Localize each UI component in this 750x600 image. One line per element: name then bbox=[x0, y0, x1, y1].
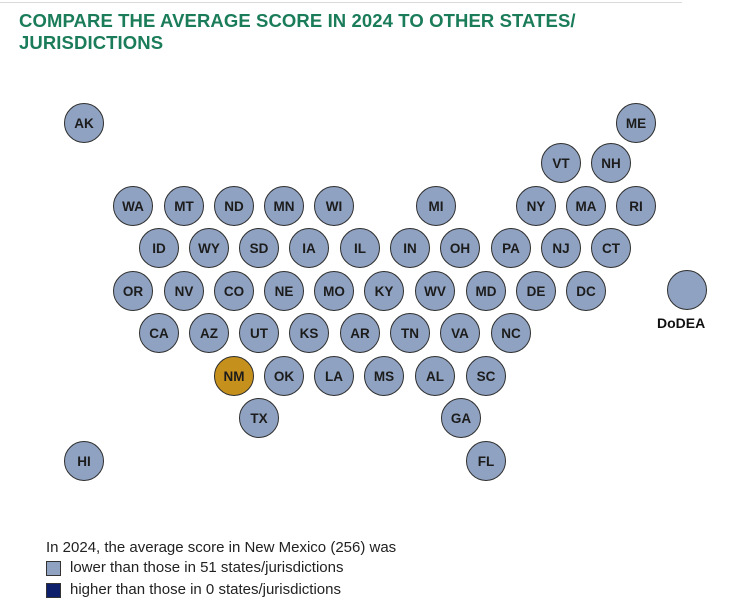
state-tile-nj: NJ bbox=[541, 228, 581, 268]
state-tile-ky: KY bbox=[364, 271, 404, 311]
state-tile-or: OR bbox=[113, 271, 153, 311]
state-tile-ri: RI bbox=[616, 186, 656, 226]
state-tile-ny: NY bbox=[516, 186, 556, 226]
dodea-label: DoDEA bbox=[657, 315, 706, 331]
state-tile-dc: DC bbox=[566, 271, 606, 311]
legend-swatch-higher bbox=[46, 582, 61, 598]
state-tile-tx: TX bbox=[239, 398, 279, 438]
state-tile-ga: GA bbox=[441, 398, 481, 438]
state-tile-ks: KS bbox=[289, 313, 329, 353]
state-tile-ne: NE bbox=[264, 271, 304, 311]
state-tile-co: CO bbox=[214, 271, 254, 311]
state-tile-sd: SD bbox=[239, 228, 279, 268]
state-tile-id: ID bbox=[139, 228, 179, 268]
state-tile-mt: MT bbox=[164, 186, 204, 226]
state-tile-ma: MA bbox=[566, 186, 606, 226]
state-tile-va: VA bbox=[440, 313, 480, 353]
state-tile-mn: MN bbox=[264, 186, 304, 226]
state-tile-il: IL bbox=[340, 228, 380, 268]
state-tile-wi: WI bbox=[314, 186, 354, 226]
state-tile-fl: FL bbox=[466, 441, 506, 481]
state-tile-nv: NV bbox=[164, 271, 204, 311]
state-tile-pa: PA bbox=[491, 228, 531, 268]
page-title: COMPARE THE AVERAGE SCORE IN 2024 TO OTH… bbox=[19, 10, 576, 53]
state-tile-hi: HI bbox=[64, 441, 104, 481]
legend-item-higher: higher than those in 0 states/jurisdicti… bbox=[46, 580, 341, 599]
state-tile-oh: OH bbox=[440, 228, 480, 268]
state-tile-ok: OK bbox=[264, 356, 304, 396]
state-tile-wa: WA bbox=[113, 186, 153, 226]
state-tile-mi: MI bbox=[416, 186, 456, 226]
state-tile-ar: AR bbox=[340, 313, 380, 353]
state-tile-ia: IA bbox=[289, 228, 329, 268]
state-tile-la: LA bbox=[314, 356, 354, 396]
state-tile-nm: NM bbox=[214, 356, 254, 396]
state-tile-ut: UT bbox=[239, 313, 279, 353]
summary-caption: In 2024, the average score in New Mexico… bbox=[46, 539, 397, 556]
state-tile-map: AK ME VT NH WA MT ND MN WI MI NY MA RI ID WY SD IA IL IN OH… bbox=[64, 103, 707, 481]
legend-label-higher: higher than those in 0 states/jurisdicti… bbox=[70, 581, 341, 598]
top-divider bbox=[0, 2, 682, 3]
state-tile-de: DE bbox=[516, 271, 556, 311]
state-tile-me: ME bbox=[616, 103, 656, 143]
state-tile-tn: TN bbox=[390, 313, 430, 353]
legend-swatch-lower bbox=[46, 560, 61, 576]
state-tile-nh: NH bbox=[591, 143, 631, 183]
state-tile-nc: NC bbox=[491, 313, 531, 353]
state-tile-wy: WY bbox=[189, 228, 229, 268]
state-tile-ct: CT bbox=[591, 228, 631, 268]
state-tile-mo: MO bbox=[314, 271, 354, 311]
legend-label-lower: lower than those in 51 states/jurisdicti… bbox=[70, 559, 344, 576]
state-tile-nd: ND bbox=[214, 186, 254, 226]
legend-item-lower: lower than those in 51 states/jurisdicti… bbox=[46, 558, 343, 577]
state-tile-az: AZ bbox=[189, 313, 229, 353]
state-tile-sc: SC bbox=[466, 356, 506, 396]
state-tile-ca: CA bbox=[139, 313, 179, 353]
state-tile-vt: VT bbox=[541, 143, 581, 183]
state-tile-md: MD bbox=[466, 271, 506, 311]
state-tile-ms: MS bbox=[364, 356, 404, 396]
state-tile-ak: AK bbox=[64, 103, 104, 143]
state-tile-al: AL bbox=[415, 356, 455, 396]
state-tile-in: IN bbox=[390, 228, 430, 268]
state-tile-wv: WV bbox=[415, 271, 455, 311]
state-tile-dodea bbox=[667, 270, 707, 310]
